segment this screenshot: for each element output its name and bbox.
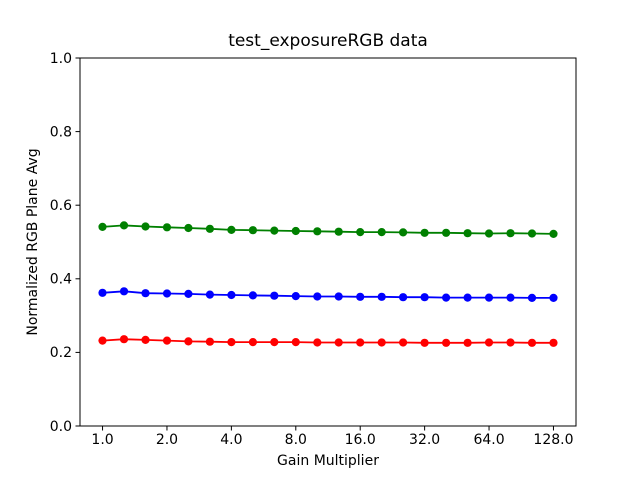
data-point-blue-plane [162, 289, 172, 298]
x-tick-label: 2.0 [156, 432, 178, 448]
data-point-red-plane [506, 338, 515, 347]
data-point-red-plane [141, 335, 150, 344]
data-point-blue-plane [334, 292, 343, 301]
x-axis-label: Gain Multiplier [277, 453, 379, 469]
data-point-blue-plane [205, 290, 214, 299]
x-tick-label: 16.0 [345, 432, 376, 448]
axes-ticks-layer: 1.0 2.0 4.0 8.0 16.0 32.0 64.0 128.0 0.0 0.2 0.4 0.… [50, 51, 574, 448]
data-point-red-plane [227, 338, 236, 347]
series-line-blue-plane [102, 290, 554, 299]
data-point-green-plane [356, 228, 365, 237]
data-point-red-plane [463, 338, 472, 347]
data-point-green-plane [463, 229, 472, 238]
data-point-red-plane [119, 335, 129, 344]
data-point-blue-plane [119, 287, 129, 296]
data-point-red-plane [313, 338, 322, 347]
data-point-blue-plane [399, 293, 408, 302]
y-tick-label: 0.8 [50, 124, 72, 140]
data-point-red-plane [162, 336, 172, 345]
data-point-green-plane [270, 226, 279, 235]
data-point-red-plane [399, 338, 408, 347]
data-point-green-plane [549, 229, 558, 238]
data-point-red-plane [291, 338, 300, 347]
data-point-red-plane [184, 337, 193, 346]
data-point-blue-plane [356, 292, 365, 301]
data-point-red-plane [248, 338, 257, 347]
data-point-red-plane [420, 338, 429, 347]
y-axis-label: Normalized RGB Plane Avg [25, 148, 41, 335]
data-point-blue-plane [549, 293, 558, 302]
data-point-green-plane [291, 226, 300, 236]
series-line-red-plane [102, 338, 554, 344]
data-point-green-plane [98, 222, 107, 231]
data-point-green-plane [334, 227, 343, 236]
y-tick-label: 0.0 [50, 419, 72, 435]
data-point-green-plane [162, 223, 172, 232]
x-tick-label: 8.0 [285, 432, 307, 448]
data-point-blue-plane [227, 290, 236, 300]
plot-frame [79, 57, 577, 427]
data-point-blue-plane [184, 289, 193, 298]
x-tick-label: 4.0 [220, 432, 242, 448]
data-point-green-plane [377, 228, 386, 237]
data-point-red-plane [356, 338, 365, 347]
data-point-blue-plane [484, 293, 494, 302]
x-tick-label: 1.0 [91, 432, 113, 448]
data-point-green-plane [205, 224, 214, 233]
data-point-green-plane [420, 228, 429, 237]
y-tick-label: 0.4 [50, 272, 72, 288]
data-point-green-plane [248, 226, 257, 235]
data-point-green-plane [484, 229, 494, 238]
data-point-green-plane [141, 222, 150, 231]
y-tick-label: 0.2 [50, 345, 72, 361]
data-point-blue-plane [527, 293, 537, 302]
data-point-red-plane [484, 338, 494, 347]
data-point-blue-plane [506, 293, 515, 302]
data-point-blue-plane [291, 292, 300, 301]
data-point-blue-plane [463, 293, 472, 302]
x-tick-label: 64.0 [473, 432, 504, 448]
data-point-green-plane [527, 229, 537, 238]
data-point-blue-plane [377, 292, 386, 301]
data-series-layer [98, 221, 558, 347]
data-point-blue-plane [420, 293, 429, 302]
data-point-red-plane [549, 338, 558, 347]
data-point-green-plane [399, 228, 408, 237]
x-tick-label: 32.0 [409, 432, 440, 448]
data-point-green-plane [442, 228, 451, 237]
data-point-red-plane [334, 338, 343, 347]
data-point-red-plane [270, 338, 279, 347]
y-tick-label: 0.6 [50, 198, 72, 214]
data-point-blue-plane [270, 291, 279, 300]
data-point-blue-plane [248, 291, 257, 300]
data-point-red-plane [98, 336, 107, 345]
data-point-green-plane [119, 221, 129, 230]
data-point-red-plane [527, 338, 537, 347]
data-point-red-plane [377, 338, 386, 347]
data-point-green-plane [506, 229, 515, 238]
data-point-blue-plane [313, 292, 322, 301]
data-point-green-plane [227, 225, 236, 234]
data-point-red-plane [205, 337, 214, 346]
data-point-red-plane [442, 338, 451, 347]
plot-background [80, 58, 576, 426]
chart-title: test_exposureRGB data [228, 31, 428, 51]
data-point-green-plane [313, 227, 322, 236]
data-point-blue-plane [442, 293, 451, 302]
x-tick-label: 128.0 [533, 432, 573, 448]
data-point-green-plane [184, 223, 193, 233]
data-point-blue-plane [98, 288, 107, 297]
series-line-green-plane [102, 224, 554, 235]
y-tick-label: 1.0 [50, 51, 72, 67]
data-point-blue-plane [141, 289, 150, 298]
